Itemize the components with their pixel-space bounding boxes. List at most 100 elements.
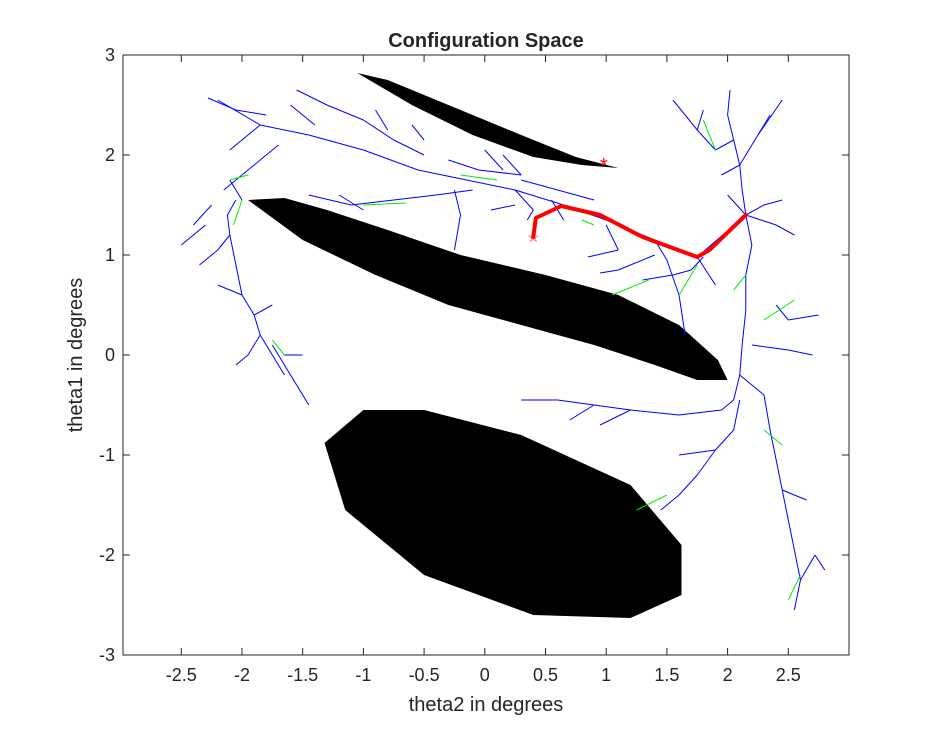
tree-edge [338,194,364,211]
tree-edge [678,409,722,416]
tree-edge [271,354,285,376]
tree-edge [363,149,419,171]
tree-edge [630,409,680,416]
tree-edge [696,129,716,151]
tree-edge [217,284,243,296]
x-axis-label: theta2 in degrees [409,694,564,716]
tree-edge [757,114,771,136]
tree-edge [727,89,731,116]
tree-edge-green [733,274,747,291]
tree-edge [217,99,261,126]
tree-edge [521,179,558,191]
x-tick-label: -2.5 [166,665,197,685]
tree-edge [721,399,734,411]
tree-edge [605,224,619,251]
tree-edge [569,404,595,421]
tree-edge [296,384,310,406]
y-tick-label: -3 [99,645,115,665]
marker-layer: *☆ [527,155,608,245]
tree-edge [557,189,595,201]
tree-edge [193,204,212,226]
tree-edge [814,554,826,571]
tree-edge [739,164,743,191]
tree-edge [642,274,674,281]
tree-edge [375,109,389,131]
tree-edge [351,199,394,206]
tree-edge [666,259,680,296]
tree-edge [727,194,747,216]
tree-edge [745,214,777,226]
tree-edge [763,199,783,206]
tree-edge [775,304,789,321]
x-tick-label: -1 [355,665,371,685]
tree-edge [199,249,219,266]
tree-edge [253,314,261,336]
tree-edge [453,189,461,216]
y-tick-label: -2 [99,545,115,565]
x-tick-label: 1.5 [654,665,679,685]
tree-edge-green [229,174,249,181]
tree-edge [800,554,816,581]
tree-edge [787,519,795,551]
obstacles-layer [248,73,728,618]
tree-edge [593,404,631,411]
tree-edge [417,169,467,181]
tree-edge [526,209,534,221]
obstacle-2 [248,198,728,380]
tree-edge [745,214,753,246]
tree-edge-green [581,219,595,226]
tree-edge [393,194,437,201]
tree-edge [259,334,273,356]
tree-edge [775,459,783,491]
tree-edge [393,139,425,156]
tree-edge [721,164,740,176]
y-tick-label: 3 [105,45,115,65]
tree-edge [788,349,813,356]
tree-edge-green [233,199,243,226]
solution-path [531,204,748,259]
tree-edge-green [678,264,698,296]
tree-edge [326,104,364,121]
tree-edge [600,269,619,274]
tree-edge-green [763,299,795,321]
tree-edge-green [460,174,497,181]
tree-edge [793,549,801,581]
tree-edge [241,294,255,316]
tree-edge [733,399,741,431]
tree-edge-green [363,202,406,206]
y-tick-label: -1 [99,445,115,465]
tree-edge [745,204,765,216]
tree-edge [296,89,328,106]
tree-edge-green [636,494,668,511]
tree-edge-green [271,339,285,356]
tree-layer [180,89,826,611]
tree-edge [448,159,479,171]
tree-edge [727,114,735,141]
tree-edge-green [702,119,716,151]
path-layer [531,204,748,259]
y-ticks: 3 2 1 0 -1 -2 -3 [99,45,849,665]
tree-edge [678,449,716,456]
tree-edge [217,234,231,251]
tree-edge [466,179,516,191]
tree-edge [490,204,516,211]
tree-edge [793,579,801,611]
start-marker: ☆ [527,229,540,245]
y-axis-label: theta1 in degrees [65,278,87,433]
tree-edge [514,189,564,206]
x-tick-label: 0 [480,665,490,685]
tree-edge [260,124,309,136]
tree-edge-green [787,574,801,601]
tree-edge [235,264,243,296]
goal-marker: * [600,155,608,177]
tree-edge [696,449,716,476]
obstacle-3 [324,410,682,618]
tree-edge [502,154,522,176]
tree-edge [308,194,352,206]
tree-edge [788,314,819,321]
tree-edge [715,429,735,451]
tree-edge [745,244,753,276]
tree-edge-green [612,279,649,296]
tree-edge [557,399,595,406]
